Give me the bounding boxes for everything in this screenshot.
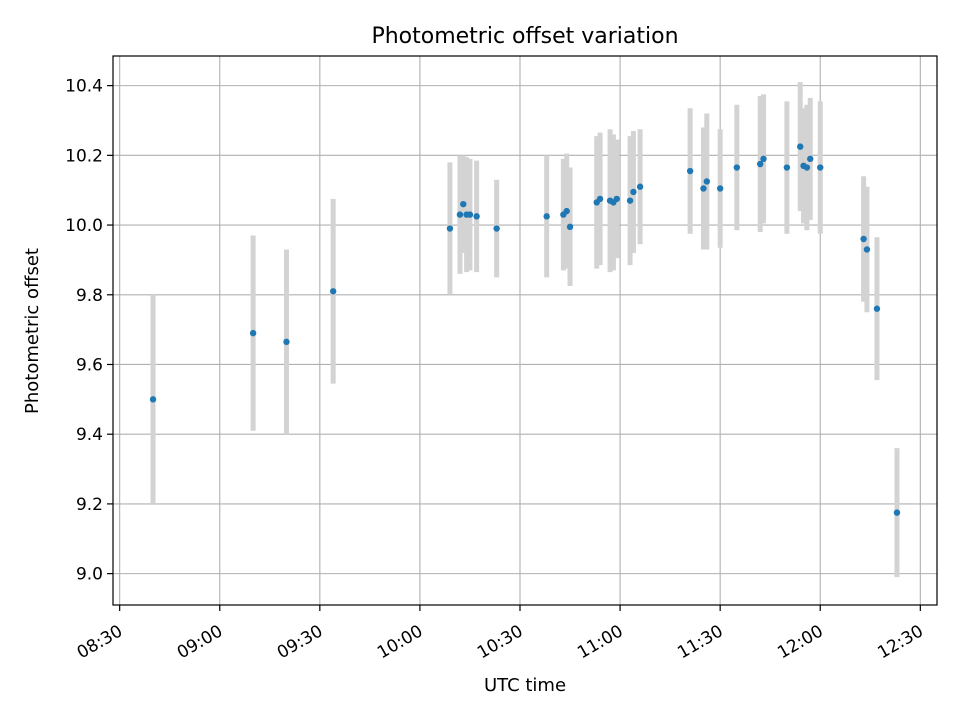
y-tick-label: 9.8 — [76, 286, 103, 306]
data-point — [803, 164, 811, 171]
x-axis-label: UTC time — [484, 675, 566, 696]
data-point — [797, 143, 804, 150]
data-point — [283, 338, 290, 346]
data-point — [817, 164, 824, 171]
data-points — [149, 143, 901, 516]
data-point — [893, 509, 901, 516]
data-point — [733, 164, 741, 171]
data-point — [543, 213, 550, 220]
data-point — [249, 329, 257, 337]
y-tick-label: 9.6 — [76, 355, 103, 375]
y-axis: 9.0 9.2 9.4 9.6 9.8 10.0 10.2 10.4 — [65, 77, 113, 585]
y-tick-label: 9.0 — [76, 565, 103, 585]
data-point — [596, 195, 604, 203]
data-point — [636, 183, 644, 190]
y-tick-label: 10.2 — [65, 146, 103, 166]
grid — [113, 56, 937, 605]
data-point — [493, 225, 500, 232]
data-point — [703, 178, 711, 185]
data-point — [613, 195, 620, 203]
y-tick-label: 10.0 — [65, 216, 103, 236]
data-point — [716, 185, 724, 192]
data-point — [149, 396, 157, 403]
y-tick-label: 9.2 — [76, 495, 103, 515]
data-point — [473, 213, 480, 220]
y-tick-label: 10.4 — [65, 77, 103, 97]
data-point — [566, 223, 574, 230]
data-point — [456, 211, 464, 218]
chart-title: Photometric offset variation — [371, 24, 678, 49]
data-point — [783, 164, 791, 171]
y-tick-label: 9.4 — [76, 425, 103, 445]
y-axis-label: Photometric offset — [22, 248, 43, 414]
data-point — [760, 155, 767, 163]
data-point — [563, 207, 570, 215]
data-point — [446, 225, 454, 232]
data-point — [860, 235, 867, 243]
data-point — [863, 246, 871, 253]
data-point — [686, 167, 694, 175]
data-point — [466, 211, 474, 218]
data-point — [626, 197, 634, 204]
plot-frame — [112, 55, 938, 606]
data-point — [873, 305, 881, 312]
data-point — [630, 188, 637, 196]
data-point — [807, 155, 814, 163]
data-point — [460, 200, 467, 208]
data-point — [700, 185, 707, 192]
data-point — [756, 160, 764, 168]
data-point — [329, 288, 337, 295]
